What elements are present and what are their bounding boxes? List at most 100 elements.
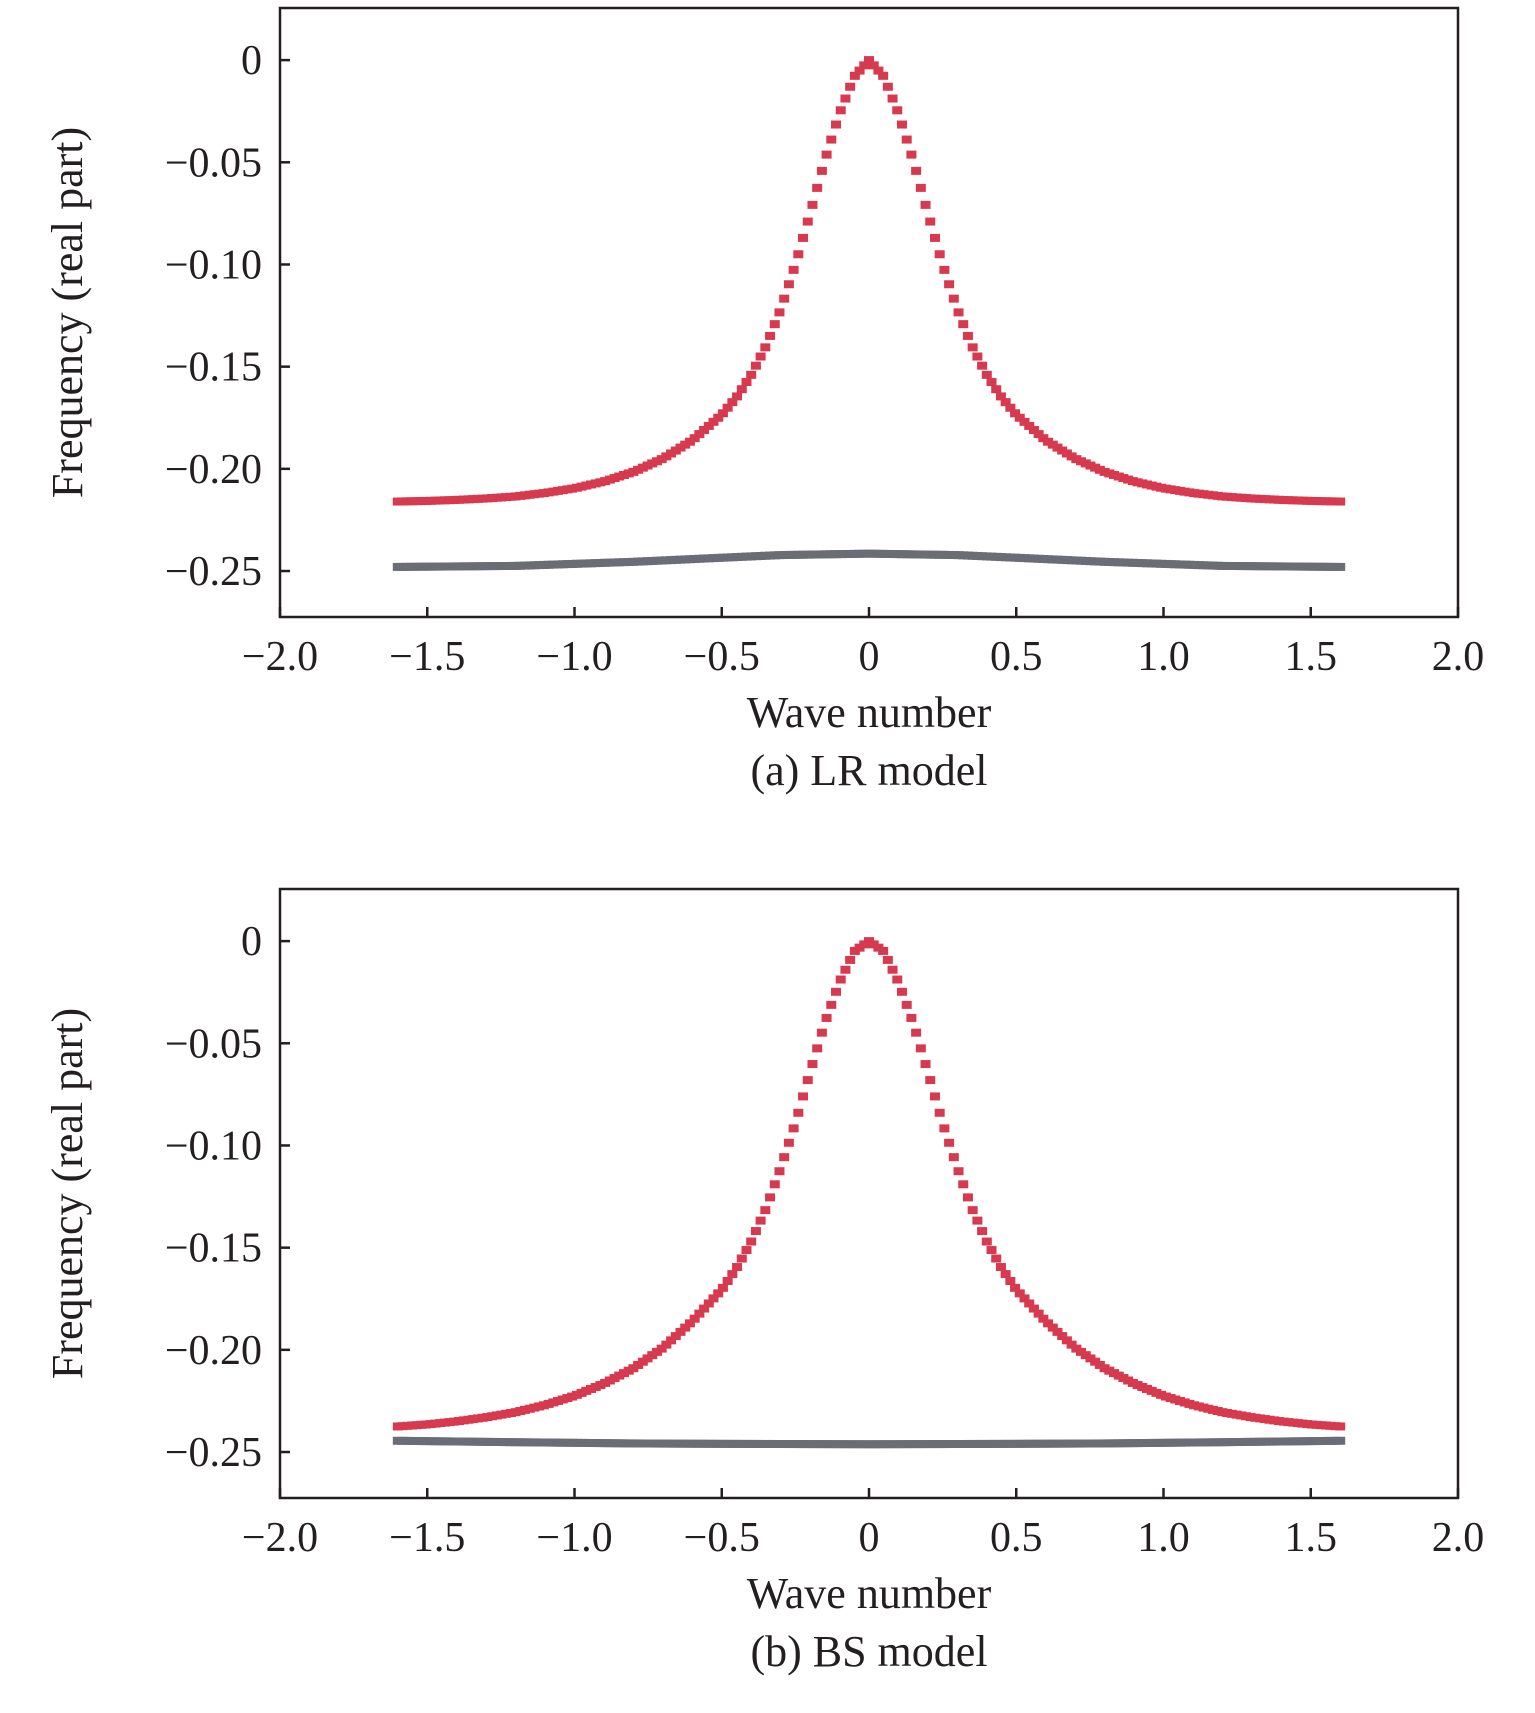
y-tick-label: −0.15 [165,345,262,391]
data-point [717,1283,728,1292]
data-point [878,71,889,80]
data-point [920,1060,931,1069]
data-point [991,1254,1002,1263]
data-point [826,1000,837,1009]
data-point [694,1309,705,1318]
data-point [812,1044,823,1053]
x-tick-label: 0 [859,1515,880,1561]
data-point [666,1336,677,1345]
data-point [1043,1319,1054,1328]
data-point [755,1216,766,1225]
data-point [750,361,761,370]
data-point [689,1314,700,1323]
data-point [995,392,1006,401]
data-point [1028,426,1039,435]
data-point [929,233,940,242]
data-point [1019,1294,1030,1303]
data-point [887,94,898,103]
data-point [934,1108,945,1117]
data-point [788,265,799,274]
data-point [675,1327,686,1336]
data-point [991,385,1002,394]
data-point [986,378,997,387]
data-point [816,1028,827,1037]
data-point [878,946,889,955]
x-tick-label: −1.5 [389,634,465,680]
data-point [967,343,978,352]
data-point [1014,413,1025,422]
data-point [736,385,747,394]
data-point [769,320,780,329]
data-point [722,403,733,412]
data-point [670,1332,681,1341]
data-point [831,987,842,996]
data-point [798,1092,809,1101]
data-point [732,392,743,401]
data-point [741,1246,752,1255]
data-point [1014,1289,1025,1298]
data-point [1047,1323,1058,1332]
data-point [953,308,964,317]
data-point [882,955,893,964]
data-point [821,1013,832,1022]
data-point [765,1193,776,1202]
data-point [953,1167,964,1176]
data-point [802,1076,813,1085]
data-point [826,135,837,144]
x-tick-label: 1.5 [1285,634,1338,680]
data-point [920,200,931,209]
data-point [1335,497,1346,506]
data-point [906,1013,917,1022]
data-point [755,352,766,361]
data-point [977,361,988,370]
y-tick-label: −0.25 [165,549,262,595]
x-tick-label: 2.0 [1432,634,1485,680]
data-point [703,1299,714,1308]
data-point [896,987,907,996]
y-tick-label: 0 [241,38,262,84]
data-point [774,1167,785,1176]
x-axis-label: Wave number [747,1569,992,1618]
data-point [958,1180,969,1189]
data-point [1005,1276,1016,1285]
data-point [1000,398,1011,407]
data-point [699,426,710,435]
data-point [911,166,922,175]
series-lower-branch [392,549,1346,571]
data-point [892,975,903,984]
x-tick-label: −2.0 [242,1515,318,1561]
data-point [972,352,983,361]
data-point [835,975,846,984]
data-point [1024,421,1035,430]
data-point [783,1138,794,1147]
data-point [977,1227,988,1236]
data-point [849,71,860,80]
data-point [934,250,945,259]
data-point [798,233,809,242]
data-point [882,82,893,91]
data-point [703,421,714,430]
data-point [986,1246,997,1255]
data-point [769,1180,780,1189]
data-point [661,1340,672,1349]
x-tick-label: 1.0 [1137,634,1190,680]
data-point [967,1206,978,1215]
data-point [1038,1314,1049,1323]
y-tick-label: −0.20 [165,1328,262,1374]
data-point [845,955,856,964]
x-tick-label: −0.5 [684,1515,760,1561]
data-point [962,331,973,340]
x-tick-label: −1.0 [536,634,612,680]
data-point [793,1108,804,1117]
data-point [896,120,907,129]
data-point [694,430,705,439]
chart-panel-b: −2.0 −1.5 −1.0 −0.5 0 0.5 1.0 1.5 2.0 0 −0.05 −0.10… [43,887,1484,1676]
data-point [746,1237,757,1246]
data-point [925,1076,936,1085]
data-point [859,61,870,70]
data-point [746,370,757,379]
data-point [807,1060,818,1069]
data-point [1033,430,1044,439]
data-point [802,217,813,226]
data-point [906,150,917,159]
